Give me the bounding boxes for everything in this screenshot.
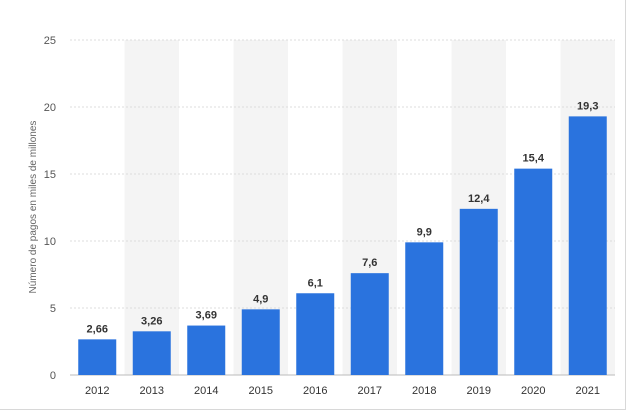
y-tick-label: 20	[44, 102, 56, 114]
y-tick-label: 15	[44, 169, 56, 181]
data-label: 9,9	[417, 226, 432, 238]
y-tick-label: 0	[50, 370, 56, 382]
x-tick-label: 2013	[140, 385, 164, 397]
data-label: 12,4	[468, 193, 490, 205]
x-tick-label: 2012	[85, 385, 109, 397]
y-tick-label: 5	[50, 303, 56, 315]
x-tick-label: 2020	[521, 385, 545, 397]
bar	[132, 331, 171, 375]
y-axis-title: Número de pagos en miles de millones	[28, 121, 39, 294]
background-band	[124, 40, 179, 375]
data-label: 6,1	[308, 277, 323, 289]
x-tick-label: 2015	[249, 385, 273, 397]
bar	[296, 293, 335, 375]
bar	[350, 273, 389, 375]
y-axis-ticks: 0 5 10 15 20 25	[44, 35, 56, 382]
bar	[459, 208, 498, 375]
bar	[241, 309, 280, 375]
y-tick-label: 10	[44, 236, 56, 248]
x-tick-label: 2019	[467, 385, 491, 397]
y-tick-label: 25	[44, 35, 56, 47]
bar	[78, 339, 117, 375]
x-tick-label: 2014	[194, 385, 218, 397]
data-label: 19,3	[577, 100, 598, 112]
data-label: 3,26	[141, 315, 162, 327]
data-label: 3,69	[196, 310, 217, 322]
data-label: 4,9	[253, 293, 268, 305]
data-label: 2,66	[87, 323, 108, 335]
data-labels: 2,66 3,26 3,69 4,9 6,1 7,6 9,9 12,4 15,4 19,3	[87, 100, 599, 335]
bars	[78, 116, 607, 375]
data-label: 15,4	[523, 153, 545, 165]
x-tick-label: 2018	[412, 385, 436, 397]
data-label: 7,6	[362, 257, 377, 269]
bar	[187, 325, 226, 375]
bar	[568, 116, 607, 375]
chart-frame	[0, 0, 626, 410]
bar	[514, 168, 553, 375]
x-tick-label: 2021	[576, 385, 600, 397]
bar	[405, 242, 444, 375]
x-tick-label: 2016	[303, 385, 327, 397]
x-axis-categories: 2012 2013 2014 2015 2016 2017 2018 2019 2020 2021	[85, 385, 600, 397]
x-tick-label: 2017	[358, 385, 382, 397]
